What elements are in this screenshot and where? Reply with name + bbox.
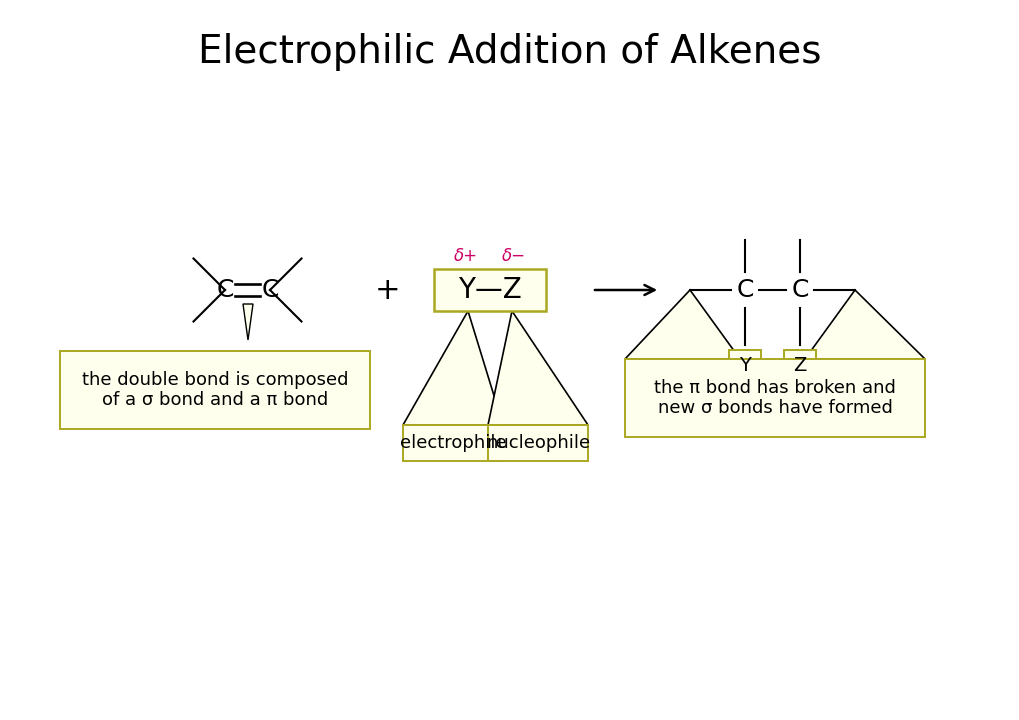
FancyBboxPatch shape: [784, 350, 815, 380]
Polygon shape: [487, 311, 587, 425]
Text: C: C: [216, 278, 233, 302]
Polygon shape: [0, 313, 3, 423]
Text: Z: Z: [793, 356, 806, 374]
FancyBboxPatch shape: [403, 425, 502, 461]
Polygon shape: [804, 290, 924, 359]
Text: +: +: [375, 276, 400, 305]
Text: the π bond has broken and
new σ bonds have formed: the π bond has broken and new σ bonds ha…: [653, 379, 895, 418]
Text: the double bond is composed
of a σ bond and a π bond: the double bond is composed of a σ bond …: [82, 371, 347, 410]
Text: electrophile: electrophile: [399, 434, 505, 452]
Polygon shape: [403, 311, 502, 425]
Polygon shape: [625, 290, 739, 359]
Polygon shape: [243, 304, 253, 340]
FancyBboxPatch shape: [487, 425, 587, 461]
Text: δ−: δ−: [501, 247, 526, 265]
FancyBboxPatch shape: [60, 351, 370, 429]
Text: Electrophilic Addition of Alkenes: Electrophilic Addition of Alkenes: [198, 33, 821, 71]
Text: C: C: [261, 278, 278, 302]
FancyBboxPatch shape: [729, 350, 760, 380]
Text: Y: Y: [739, 356, 750, 374]
FancyBboxPatch shape: [625, 359, 924, 437]
Text: C: C: [791, 278, 808, 302]
Polygon shape: [0, 451, 3, 471]
Text: Y—Z: Y—Z: [458, 276, 522, 304]
Text: nucleophile: nucleophile: [485, 434, 589, 452]
Polygon shape: [450, 313, 468, 423]
FancyBboxPatch shape: [433, 269, 545, 311]
Text: δ+: δ+: [453, 247, 478, 265]
Text: C: C: [736, 278, 753, 302]
